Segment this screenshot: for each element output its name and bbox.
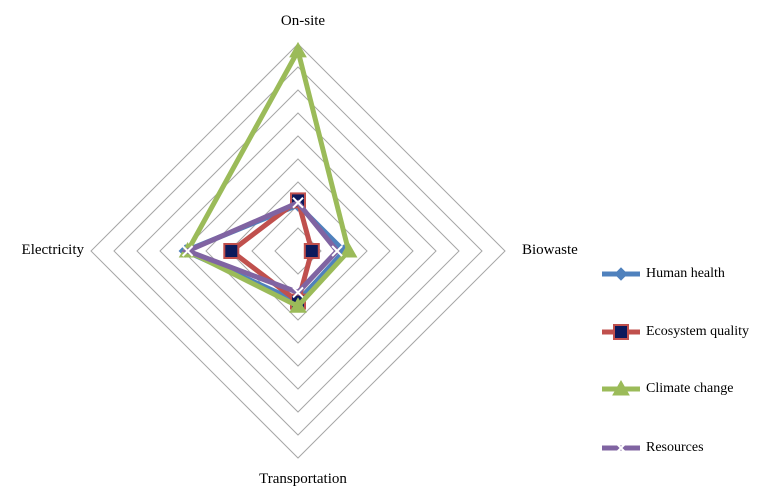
legend-label-ecosystem-quality: Ecosystem quality <box>646 324 750 339</box>
axis-label-electricity: Electricity <box>22 242 85 258</box>
legend-swatch-ecosystem-quality <box>602 324 640 340</box>
point-ecosystem-quality-electricity <box>223 243 240 259</box>
grid-ring-8 <box>113 66 483 436</box>
series-resources <box>180 196 343 299</box>
legend-label-resources: Resources <box>646 440 704 455</box>
legend-item-ecosystem-quality: Ecosystem quality <box>600 322 749 342</box>
grid-ring-6 <box>159 112 437 390</box>
point-climate-change-biowaste <box>339 241 358 258</box>
legend-item-climate-change: Climate change <box>600 379 733 399</box>
series-climate-change <box>178 41 358 313</box>
legend-swatch-human-health <box>602 267 640 281</box>
legend-swatch-resources <box>602 442 640 454</box>
radar-grid <box>90 43 506 459</box>
grid-ring-9 <box>90 43 506 459</box>
point-resources-on-site <box>292 196 304 209</box>
legend-marker-climate-change <box>612 379 630 396</box>
point-climate-change-transportation <box>289 297 307 313</box>
legend-marker-resources <box>615 442 627 454</box>
legend-marker-human-health <box>614 267 628 281</box>
legend-swatch-climate-change <box>602 379 640 396</box>
grid-ring-4 <box>205 158 391 344</box>
point-climate-change-on-site <box>289 41 307 58</box>
legend-label-climate-change: Climate change <box>646 381 734 396</box>
legend-label-human-health: Human health <box>646 266 725 281</box>
point-resources-electricity <box>181 245 194 257</box>
grid-ring-5 <box>182 135 414 367</box>
point-resources-transportation <box>292 286 304 299</box>
grid-ring-7 <box>136 89 460 413</box>
point-ecosystem-quality-biowaste <box>303 243 320 259</box>
axis-label-biowaste: Biowaste <box>522 242 578 258</box>
legend-marker-ecosystem-quality <box>613 324 629 340</box>
legend-item-resources: Resources <box>600 438 704 458</box>
point-resources-biowaste <box>331 245 343 257</box>
axis-label-transportation: Transportation <box>259 471 347 486</box>
radar-series <box>178 41 358 313</box>
legend-item-human-health: Human health <box>600 264 725 284</box>
axis-label-on-site: On-site <box>281 13 326 29</box>
